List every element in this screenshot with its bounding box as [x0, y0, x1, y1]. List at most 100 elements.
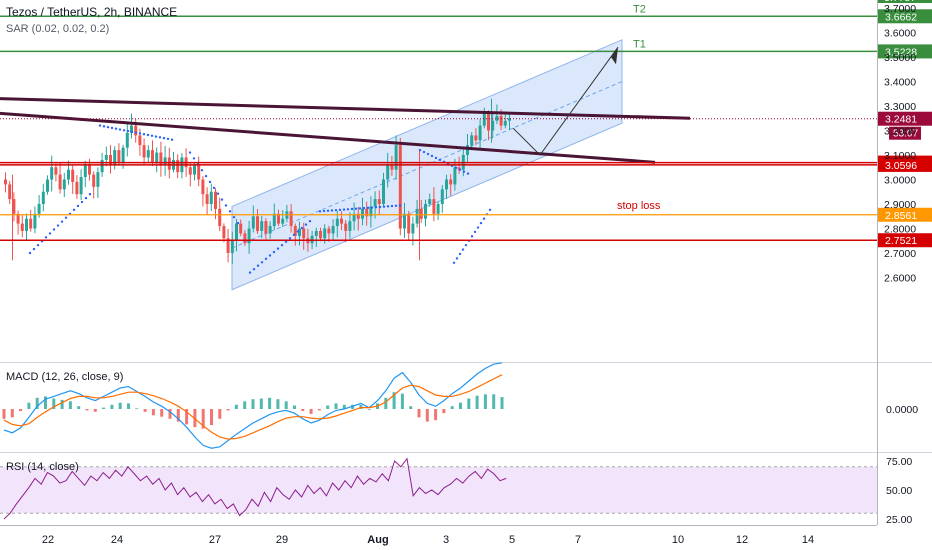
candle-body	[449, 179, 453, 185]
macd-histogram-bar	[185, 409, 189, 425]
macd-histogram-bar	[77, 406, 81, 409]
rsi-tick-label: 25.00	[886, 514, 912, 526]
sar-dot	[458, 168, 462, 171]
candle-body	[319, 230, 322, 239]
sar-indicator-label: SAR (0.02, 0.02, 0.2)	[6, 23, 109, 35]
sar-dot	[288, 237, 292, 240]
candle-body	[398, 145, 402, 229]
sar-dot	[374, 206, 378, 209]
projection-arrow-path[interactable]	[512, 46, 619, 156]
sar-dot	[154, 135, 158, 138]
target-name-label: T1	[633, 38, 646, 50]
candle-body	[151, 150, 154, 163]
macd-histogram-bar	[201, 409, 205, 429]
macd-histogram-bar	[309, 409, 313, 414]
macd-histogram-bar	[359, 404, 363, 409]
candle-body	[159, 152, 163, 165]
macd-pane[interactable]: 0.0000	[2, 362, 919, 449]
sar-dot	[488, 208, 492, 212]
candle-body	[382, 179, 385, 204]
trend-lines[interactable]	[0, 97, 691, 164]
sar-dot	[264, 257, 268, 261]
candle-body	[482, 113, 486, 126]
sar-dot	[64, 216, 68, 219]
candle-body	[466, 145, 469, 155]
candle-body	[508, 118, 511, 121]
sar-dot	[256, 264, 260, 267]
macd-histogram-bar	[467, 398, 471, 409]
macd-histogram-bar	[483, 394, 487, 409]
parabolic-sar-series	[28, 124, 492, 274]
sar-dot	[479, 221, 483, 225]
candle-body	[71, 169, 75, 182]
time-tick-label: 12	[736, 534, 748, 546]
macd-histogram-bar	[417, 409, 421, 418]
candle-body	[348, 221, 352, 231]
macd-histogram-bar	[268, 397, 272, 409]
sar-dot	[284, 240, 288, 243]
candle-body	[37, 204, 41, 214]
macd-histogram-bar	[243, 401, 247, 409]
sar-dot	[326, 209, 330, 212]
candle-body	[298, 228, 301, 236]
candle-body	[470, 135, 474, 146]
candle-body	[331, 226, 335, 234]
candle-body	[487, 113, 490, 131]
candle-body	[205, 194, 209, 204]
price-tick-label: 2.6000	[884, 273, 916, 285]
candle-body	[474, 135, 478, 141]
candle-body	[403, 213, 406, 229]
sar-dot	[382, 205, 386, 208]
candle-body	[251, 216, 255, 229]
macd-histogram-bar	[293, 405, 296, 409]
sar-dot	[338, 208, 342, 212]
countdown-tag	[889, 126, 921, 140]
level-price-label: 2.8561	[885, 210, 917, 222]
candle-body	[419, 208, 423, 219]
sar-dot	[476, 226, 480, 229]
sar-dot	[473, 230, 477, 234]
sar-dot	[146, 133, 150, 137]
sar-dot	[138, 132, 142, 135]
macd-histogram-bar	[284, 401, 288, 409]
candle-body	[344, 223, 348, 231]
resistance-trend-line[interactable]	[0, 97, 691, 120]
sar-dot	[224, 204, 228, 207]
price-tag-label: 3.7787	[884, 0, 916, 4]
candle-body	[50, 167, 54, 180]
descending-trend-line[interactable]	[0, 111, 656, 164]
time-tick-label: 27	[209, 534, 221, 546]
macd-histogram-bar	[400, 393, 404, 409]
candle-body	[352, 213, 356, 222]
sar-dot	[36, 243, 40, 247]
candle-body	[386, 164, 390, 180]
sar-dot	[438, 158, 442, 162]
candle-body	[25, 218, 28, 231]
sar-dot	[122, 129, 126, 132]
sar-dot	[426, 152, 430, 156]
macd-histogram-bar	[85, 409, 89, 411]
candle-body	[235, 223, 238, 241]
macd-histogram-bar	[367, 409, 371, 410]
projection-path[interactable]	[512, 46, 619, 156]
candle-body	[167, 157, 171, 170]
candle-body	[478, 125, 482, 141]
candle-body	[247, 228, 251, 244]
candle-body	[138, 135, 142, 146]
sar-dot	[220, 198, 224, 201]
sar-dot	[308, 219, 312, 223]
candle-body	[365, 208, 369, 217]
candle-body	[432, 199, 436, 214]
time-axis[interactable]: 22 24 27 29 Aug 3 5 7 10 12 14	[42, 534, 814, 546]
rsi-pane[interactable]: 75.00 50.00 25.00	[0, 456, 912, 526]
sar-dot	[166, 137, 170, 141]
sar-dot	[212, 186, 216, 190]
price-axis[interactable]: 3.7000 3.6000 3.5000 3.4000 3.3000 3.2000 3.10…	[878, 0, 932, 285]
sar-dot	[88, 193, 92, 196]
candle-body	[155, 152, 159, 163]
sar-dot	[102, 125, 106, 128]
sar-dot	[60, 220, 64, 223]
sar-dot	[452, 261, 456, 264]
